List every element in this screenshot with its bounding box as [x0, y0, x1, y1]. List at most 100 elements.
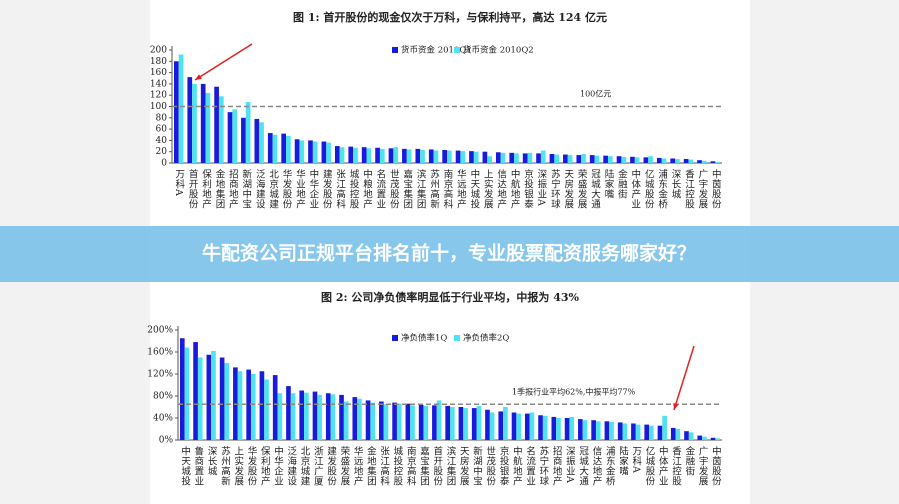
x-tick-label: 中粮地产 [361, 168, 373, 209]
x-tick-label: 北京城建 [299, 446, 311, 486]
bar [701, 160, 707, 163]
bar [442, 150, 447, 163]
y-tick-label: 20 [156, 147, 168, 157]
y-tick-label: 180 [150, 57, 167, 67]
x-tick-label: 新湖中宝 [471, 445, 483, 486]
x-tick-label: 保利地产 [259, 445, 271, 486]
x-tick-label: 深长城 [670, 169, 682, 199]
bar [184, 347, 190, 440]
bar [200, 83, 206, 163]
bar [460, 151, 466, 163]
x-tick-label: 嘉宝集团 [401, 168, 413, 209]
y-tick-label: 40% [153, 414, 173, 424]
x-tick-label: 泛海建设 [254, 169, 266, 209]
bar [436, 400, 442, 440]
bar [211, 350, 216, 440]
x-tick-label: 苏宁环球 [537, 445, 549, 486]
bar [420, 150, 425, 163]
bar [447, 150, 452, 163]
x-tick-label: 中天城投 [179, 445, 191, 486]
bar [715, 161, 720, 163]
bar [218, 96, 224, 163]
bar [675, 159, 680, 163]
x-tick-label: 金融街 [683, 445, 695, 476]
bar [578, 419, 583, 440]
bar [224, 363, 230, 440]
bar [299, 140, 305, 163]
x-tick-label: 城投控股 [391, 446, 403, 486]
x-tick-label: 信达地产 [495, 168, 507, 209]
x-tick-label: 建发股份 [325, 445, 337, 486]
x-tick-label: 名流置业 [374, 168, 386, 209]
bar [317, 394, 322, 440]
bar [463, 408, 468, 440]
bar [267, 133, 273, 163]
y-tick-label: 100 [150, 102, 167, 112]
x-tick-label: 亿城股份 [644, 445, 656, 486]
bar [290, 393, 296, 440]
annotation-arrow [673, 345, 695, 411]
bar [617, 422, 623, 440]
bar [286, 135, 291, 163]
annotation-arrow [194, 43, 253, 81]
bar [379, 148, 385, 163]
y-tick-label: 160% [147, 348, 173, 358]
x-tick-label: 招商地产 [551, 445, 563, 486]
x-tick-label: 张江高科 [334, 169, 346, 209]
x-tick-label: 浦东金桥 [604, 445, 616, 486]
x-tick-label: 华远地产 [352, 445, 364, 486]
bar [343, 401, 349, 440]
x-tick-label: 保利地产 [200, 168, 212, 209]
legend-label: 货币资金 2010Q2 [463, 45, 534, 56]
bar [396, 403, 402, 440]
bar [232, 109, 238, 163]
bar [388, 148, 394, 163]
bar [259, 371, 265, 440]
bar [697, 435, 703, 440]
bar [670, 427, 676, 440]
bar [607, 156, 613, 163]
bar [482, 151, 488, 163]
bar [365, 400, 371, 440]
x-tick-label: 上实发展 [232, 446, 244, 486]
bar [503, 407, 508, 440]
bar [206, 354, 212, 440]
x-tick-label: 苏州高新 [428, 168, 440, 209]
bar [649, 425, 654, 440]
bar [392, 402, 397, 440]
bar [241, 117, 246, 163]
x-tick-label: 首开股份 [187, 168, 199, 209]
bar [174, 61, 179, 163]
bar [675, 429, 681, 440]
legend-swatch [454, 47, 460, 53]
bar [609, 421, 614, 440]
bar [330, 394, 336, 440]
x-tick-label: 荣盛发展 [338, 445, 350, 486]
x-tick-label: 金地集团 [365, 445, 377, 486]
bar [644, 424, 650, 440]
bar [353, 147, 358, 163]
x-tick-label: 中华企业 [272, 445, 284, 486]
bar [178, 54, 184, 163]
x-tick-label: 中茵股份 [710, 168, 722, 209]
x-tick-label: 万科A [173, 169, 185, 196]
x-tick-label: 城投控股 [348, 169, 360, 209]
x-tick-label: 首开股份 [431, 445, 443, 486]
x-tick-label: 广宇发展 [697, 445, 709, 486]
bar [432, 405, 437, 440]
x-tick-label: 陆家嘴 [617, 445, 629, 476]
y-tick-label: 80% [153, 392, 173, 402]
x-tick-label: 华业地产 [294, 168, 306, 209]
bar [594, 155, 600, 163]
x-tick-label: 世茂股份 [388, 168, 400, 209]
bar [418, 404, 424, 440]
bar [656, 157, 662, 163]
bar [473, 151, 479, 163]
bar [662, 415, 667, 440]
bar [246, 369, 251, 440]
bar [582, 420, 588, 440]
x-tick-label: 新湖中宝 [240, 168, 252, 209]
bar [567, 155, 573, 163]
bar [339, 147, 345, 163]
y-tick-label: 140 [150, 79, 167, 89]
